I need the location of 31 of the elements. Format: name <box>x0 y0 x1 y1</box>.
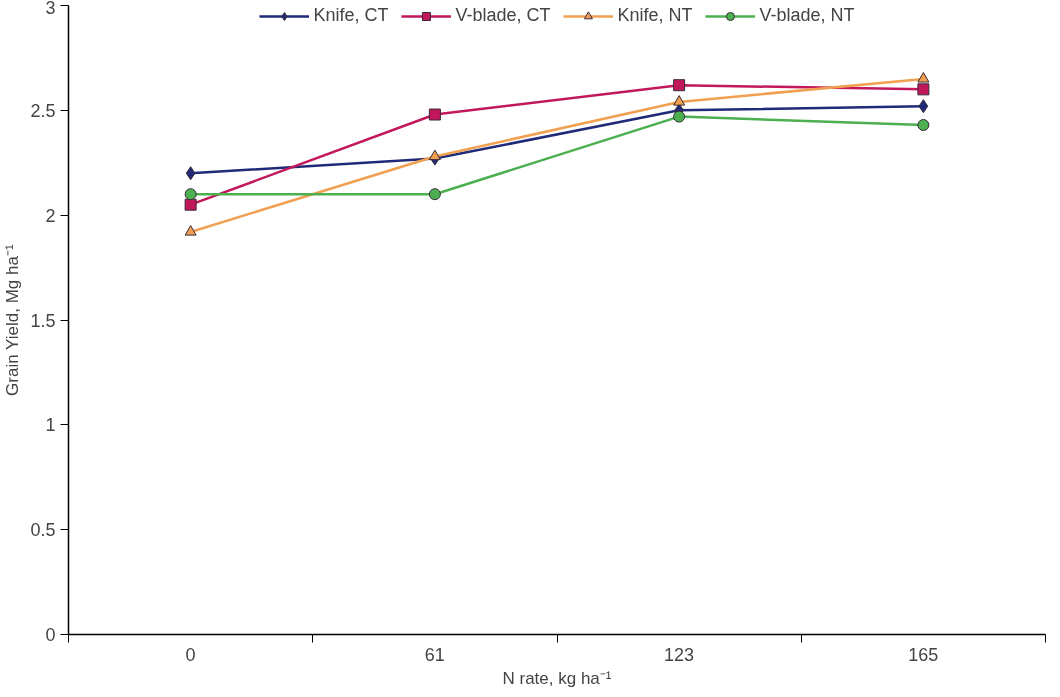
x-tick-label: 165 <box>908 644 939 665</box>
point <box>673 95 686 106</box>
x-tick-label: 61 <box>424 644 445 665</box>
x-tick-label: 123 <box>664 644 695 665</box>
y-tick-label: 2.5 <box>30 100 56 121</box>
x-tick-label: 0 <box>185 644 196 665</box>
legend-label: Knife, NT <box>617 5 693 26</box>
point <box>428 108 441 121</box>
point <box>428 188 441 201</box>
y-axis-title: Grain Yield, Mg ha⁻¹ <box>3 244 23 396</box>
point <box>673 79 686 92</box>
y-tick-label: 1.5 <box>30 310 56 331</box>
legend-label: Knife, CT <box>313 5 389 26</box>
y-tick-label: 1 <box>45 415 56 436</box>
point <box>917 83 930 96</box>
point <box>185 166 196 181</box>
point <box>917 72 930 83</box>
point <box>184 188 197 201</box>
y-tick-label: 2 <box>45 205 56 226</box>
point <box>184 198 197 211</box>
y-tick-label: 0 <box>45 625 56 645</box>
x-axis-title: N rate, kg ha⁻¹ <box>502 668 612 688</box>
legend-label: V-blade, NT <box>759 5 855 26</box>
point <box>428 149 441 161</box>
y-tick-label: 3 <box>45 0 56 18</box>
point <box>917 119 930 131</box>
point <box>918 99 929 114</box>
y-tick-label: 0.5 <box>30 520 56 541</box>
point <box>184 225 197 236</box>
legend-label: V-blade, CT <box>455 5 551 26</box>
point <box>673 110 686 123</box>
